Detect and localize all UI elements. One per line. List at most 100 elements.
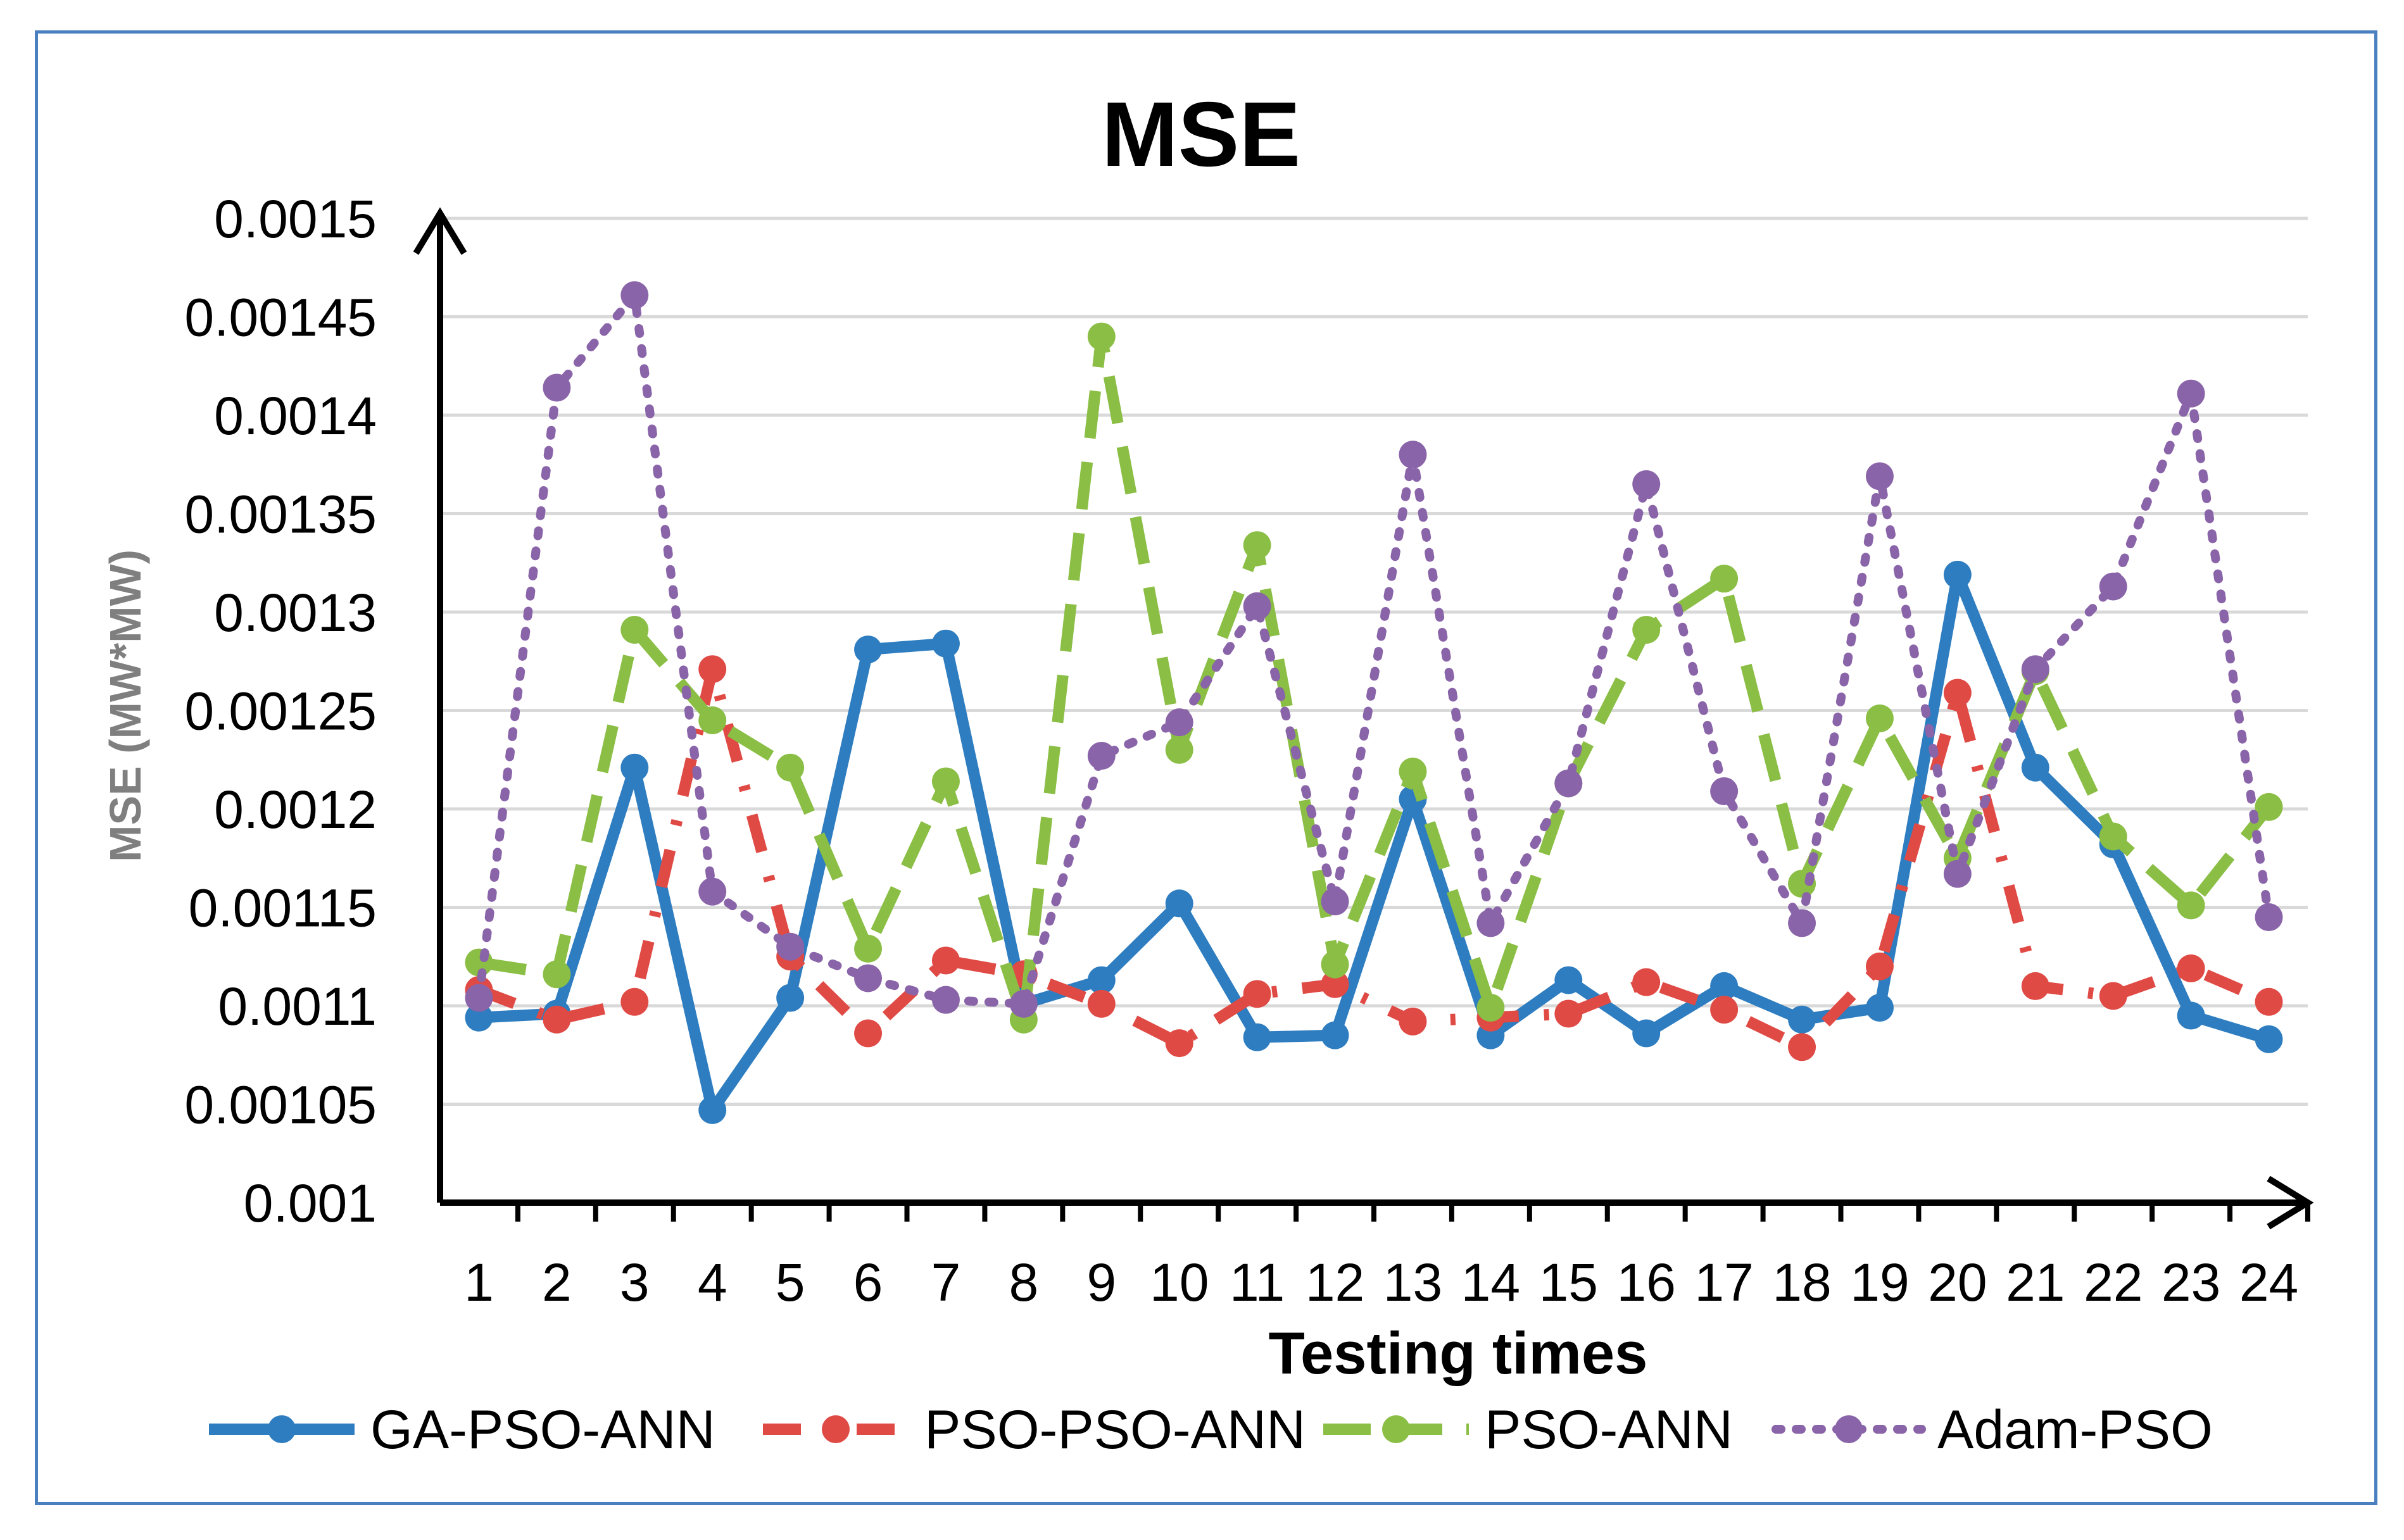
- series-line: [477, 663, 2272, 1053]
- x-tick-label: 23: [2162, 1253, 2220, 1312]
- data-point: [1632, 470, 1661, 498]
- y-tick-label: 0.0015: [214, 189, 377, 249]
- data-point: [2177, 954, 2205, 982]
- y-tick-label: 0.0014: [214, 386, 377, 446]
- data-point: [931, 629, 960, 658]
- data-point: [2099, 822, 2127, 851]
- x-tick-label: 13: [1383, 1253, 1442, 1312]
- data-point: [620, 281, 649, 310]
- data-point: [1632, 615, 1661, 644]
- axes: [413, 207, 2314, 1230]
- data-point: [776, 984, 805, 1012]
- data-point: [1321, 1021, 1349, 1049]
- y-tick-label: 0.00115: [189, 879, 377, 938]
- data-point: [465, 984, 493, 1012]
- data-point: [854, 635, 883, 664]
- data-point: [931, 946, 960, 975]
- x-tick-label: 22: [2084, 1253, 2143, 1312]
- series-line: [479, 568, 2271, 1116]
- x-tick-label: 3: [620, 1253, 650, 1312]
- legend: GA-PSO-ANN PSO-PSO-ANN PSO-ANN Adam-PSO: [209, 1399, 2213, 1460]
- legend-swatch-marker: [822, 1415, 850, 1443]
- series-line: [478, 330, 2274, 1025]
- legend-item: PSO-ANN: [1323, 1399, 1733, 1460]
- data-point: [1554, 769, 1583, 798]
- data-point: [1710, 996, 1739, 1024]
- y-tick-label: 0.00105: [184, 1075, 377, 1135]
- data-point: [1943, 560, 1972, 589]
- x-tick-label: 12: [1306, 1253, 1364, 1312]
- x-tick-label: 14: [1461, 1253, 1520, 1312]
- data-point: [2255, 903, 2283, 932]
- data-point: [2099, 982, 2127, 1010]
- data-point: [1710, 565, 1739, 593]
- data-point: [1554, 999, 1583, 1028]
- series-ga-pso-ann: [465, 560, 2283, 1124]
- x-tick-label: 21: [2006, 1253, 2065, 1312]
- legend-swatch-marker: [268, 1415, 296, 1443]
- legend-swatch-marker: [1835, 1415, 1863, 1443]
- data-point: [1865, 462, 1894, 491]
- data-point: [1087, 322, 1116, 351]
- data-point: [1476, 909, 1505, 937]
- data-point: [2177, 379, 2205, 408]
- data-point: [543, 1005, 571, 1034]
- y-axis-label: MSE (MW*MW): [101, 549, 150, 862]
- data-point: [620, 987, 649, 1016]
- legend-item: GA-PSO-ANN: [209, 1399, 715, 1460]
- data-point: [1165, 889, 1193, 918]
- data-point: [1632, 1019, 1661, 1048]
- data-point: [1321, 887, 1349, 916]
- legend-label: PSO-ANN: [1485, 1399, 1733, 1460]
- legend-label: PSO-PSO-ANN: [924, 1399, 1306, 1460]
- data-point: [2255, 792, 2283, 821]
- data-point: [1243, 1023, 1271, 1051]
- y-tick-labels: 0.001 0.00105 0.0011 0.00115 0.0012 0.00125 0.…: [184, 189, 377, 1233]
- data-point: [1165, 708, 1193, 737]
- data-point: [620, 615, 649, 644]
- x-tick-label: 11: [1230, 1253, 1285, 1312]
- x-tick-label: 19: [1850, 1253, 1909, 1312]
- data-point: [2255, 987, 2283, 1016]
- data-point: [1710, 777, 1739, 806]
- data-point: [1243, 592, 1271, 620]
- data-point: [776, 932, 805, 961]
- data-point: [1632, 968, 1661, 996]
- data-point: [1943, 860, 1972, 888]
- x-tick-label: 18: [1772, 1253, 1831, 1312]
- series-adam-pso: [465, 281, 2283, 1018]
- data-point: [1865, 952, 1894, 980]
- data-point: [1788, 1033, 1816, 1061]
- data-point: [1865, 994, 1894, 1022]
- data-point: [1710, 972, 1739, 1000]
- x-tick-label: 16: [1616, 1253, 1675, 1312]
- x-tick-label: 2: [542, 1253, 572, 1312]
- data-point: [2021, 655, 2049, 684]
- x-tick-label: 9: [1086, 1253, 1116, 1312]
- data-point: [1243, 531, 1271, 560]
- y-tick-label: 0.001: [244, 1174, 377, 1233]
- data-point: [1243, 980, 1271, 1008]
- data-point: [543, 373, 571, 402]
- data-point: [1399, 441, 1427, 469]
- x-tick-label: 4: [698, 1253, 727, 1312]
- legend-item: PSO-PSO-ANN: [763, 1399, 1306, 1460]
- legend-swatch-marker: [1382, 1415, 1410, 1443]
- data-point: [1009, 989, 1038, 1018]
- gridlines: [440, 216, 2308, 1106]
- data-point: [854, 1019, 883, 1048]
- data-point: [698, 1096, 727, 1124]
- data-point: [931, 986, 960, 1014]
- x-tick-label: 10: [1150, 1253, 1209, 1312]
- data-point: [698, 655, 727, 684]
- x-tick-label: 24: [2239, 1253, 2298, 1312]
- x-tick-label: 17: [1694, 1253, 1753, 1312]
- x-tick-label: 8: [1009, 1253, 1039, 1312]
- data-point: [2255, 1025, 2283, 1053]
- chart-frame: [35, 30, 2377, 1505]
- y-tick-label: 0.00145: [184, 288, 377, 347]
- data-point: [1554, 966, 1583, 994]
- y-tick-label: 0.0012: [214, 780, 377, 839]
- data-point: [931, 767, 960, 796]
